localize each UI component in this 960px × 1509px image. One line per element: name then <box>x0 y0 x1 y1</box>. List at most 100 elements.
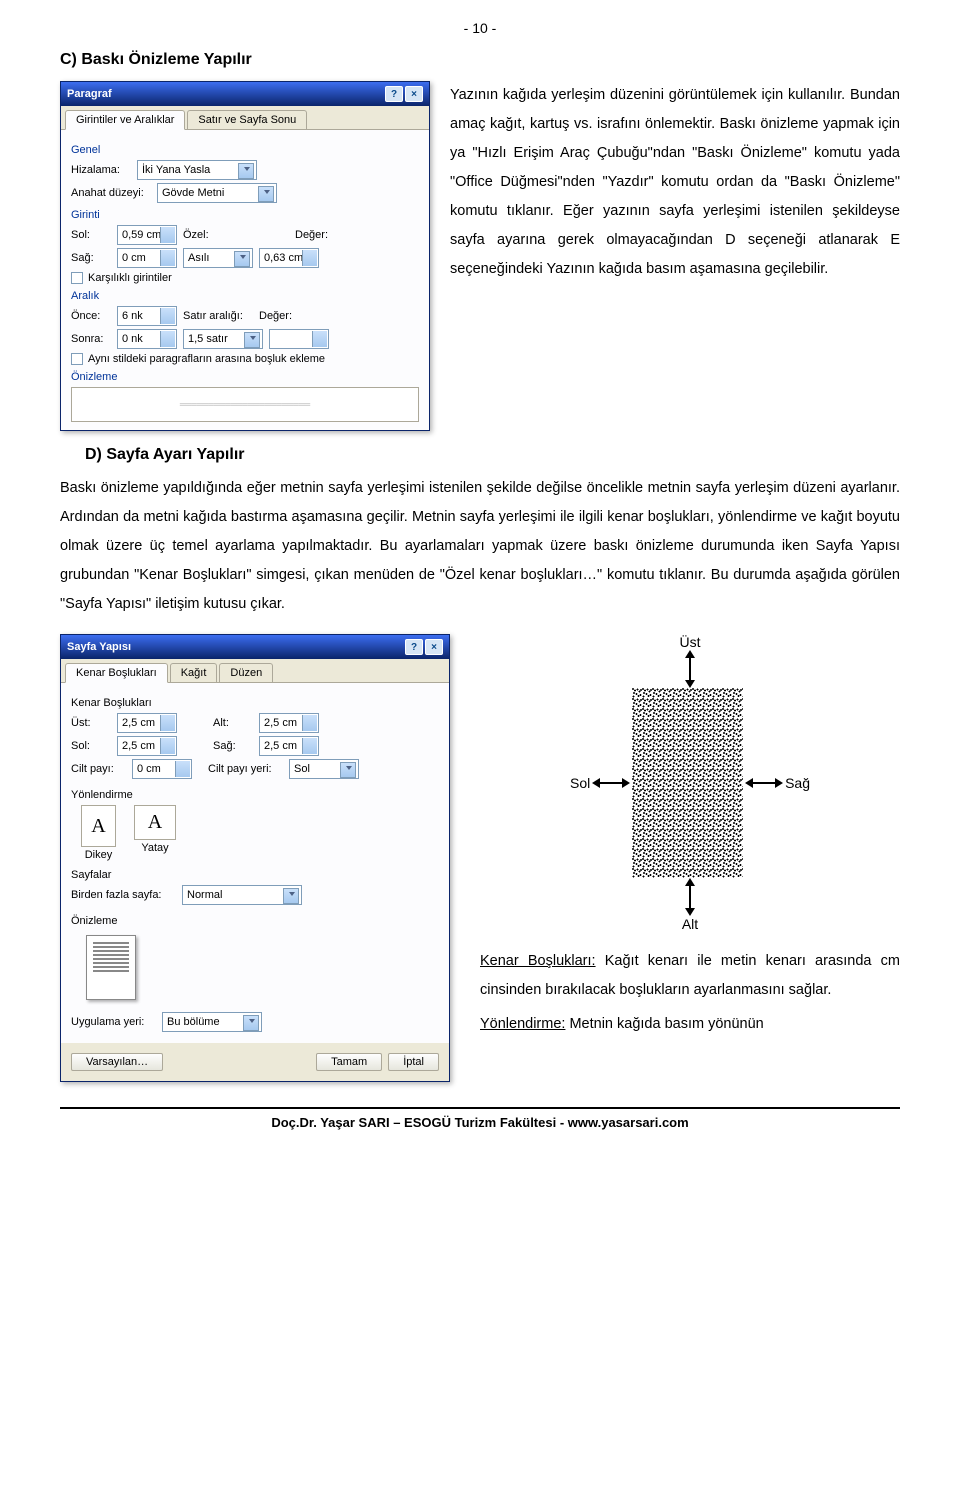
ust-label: Üst: <box>71 717 111 729</box>
desc-yon: Yönlendirme: Metnin kağıda basım yönünün <box>480 1010 900 1039</box>
sag2-spinner[interactable]: 2,5 cm <box>259 736 319 756</box>
satir-aralik-label: Satır aralığı: <box>183 310 253 322</box>
group-genel: Genel <box>71 144 419 156</box>
sol2-value: 2,5 cm <box>122 740 155 752</box>
hizalama-combo[interactable]: İki Yana Yasla <box>137 160 257 180</box>
dikey-label: Dikey <box>85 849 113 861</box>
orient-yatay[interactable]: A Yatay <box>134 805 176 861</box>
text-area-box <box>632 688 743 878</box>
group-aralik: Aralık <box>71 290 419 302</box>
tamam-button[interactable]: Tamam <box>316 1053 382 1071</box>
close-icon[interactable]: × <box>405 86 423 102</box>
help-icon[interactable]: ? <box>405 639 423 655</box>
ust-spinner[interactable]: 2,5 cm <box>117 713 177 733</box>
uygulama-value: Bu bölüme <box>167 1016 220 1028</box>
ayni-stil-label: Aynı stildeki paragrafların arasına boşl… <box>88 353 325 365</box>
sag2-value: 2,5 cm <box>264 740 297 752</box>
sol-spinner[interactable]: 0,59 cm <box>117 225 177 245</box>
birden-combo[interactable]: Normal <box>182 885 302 905</box>
sag-label: Sağ: <box>71 252 111 264</box>
margins-diagram: Üst Sol Sağ Alt <box>550 634 830 932</box>
body-text-d: Baskı önizleme yapıldığında eğer metnin … <box>60 474 900 619</box>
ciltyeri-combo[interactable]: Sol <box>289 759 359 779</box>
ozel-label: Özel: <box>183 229 223 241</box>
preview-box: ═══════════════════════ <box>71 387 419 422</box>
once-value: 6 nk <box>122 310 143 322</box>
cilt-spinner[interactable]: 0 cm <box>132 759 192 779</box>
help-icon[interactable]: ? <box>385 86 403 102</box>
asili-combo[interactable]: Asılı <box>183 248 253 268</box>
yatay-label: Yatay <box>141 842 168 854</box>
sonra-value: 0 nk <box>122 333 143 345</box>
footer: Doç.Dr. Yaşar SARI – ESOGÜ Turizm Fakült… <box>60 1107 900 1130</box>
sayfa-yapisi-dialog: Sayfa Yapısı ? × Kenar Boşlukları Kağıt … <box>60 634 450 1082</box>
dialog-title-2: Sayfa Yapısı <box>67 641 131 653</box>
deger2-label: Değer: <box>259 310 299 322</box>
desc-kenar: Kenar Boşlukları: Kağıt kenarı ile metin… <box>480 947 900 1005</box>
iptal-button[interactable]: İptal <box>388 1053 439 1071</box>
alt-value: 2,5 cm <box>264 717 297 729</box>
yonlendirme-group-label: Yönlendirme <box>71 789 439 801</box>
tab-satir[interactable]: Satır ve Sayfa Sonu <box>187 110 307 129</box>
anahat-combo[interactable]: Gövde Metni <box>157 183 277 203</box>
satir-value: 1,5 satır <box>188 333 228 345</box>
group-girinti: Girinti <box>71 209 419 221</box>
sol-label: Sol: <box>71 229 111 241</box>
onizleme2-label: Önizleme <box>71 915 439 927</box>
page-preview-icon <box>86 935 136 1000</box>
sol2-label: Sol: <box>71 740 111 752</box>
group-onizleme: Önizleme <box>71 371 419 383</box>
body-text-c: Yazının kağıda yerleşim düzenini görüntü… <box>450 81 900 431</box>
dialog-titlebar: Paragraf ? × <box>61 82 429 106</box>
ust-value: 2,5 cm <box>122 717 155 729</box>
alt-label: Alt: <box>213 717 253 729</box>
close-icon[interactable]: × <box>425 639 443 655</box>
alt-spinner[interactable]: 2,5 cm <box>259 713 319 733</box>
ciltyeri-label: Cilt payı yeri: <box>208 763 283 775</box>
desc-yon-label: Yönlendirme: <box>480 1016 565 1032</box>
ust-margin-label: Üst <box>570 634 810 650</box>
tab-girintiler[interactable]: Girintiler ve Aralıklar <box>65 110 185 130</box>
asili-deger-spinner[interactable]: 0,63 cm <box>259 248 319 268</box>
sol-margin-label: Sol <box>570 775 590 791</box>
desc-kenar-label: Kenar Boşlukları: <box>480 953 596 969</box>
sag-value: 0 cm <box>122 252 146 264</box>
uygulama-label: Uygulama yeri: <box>71 1016 156 1028</box>
tab-kenar[interactable]: Kenar Boşlukları <box>65 663 168 683</box>
section-d-title: D) Sayfa Ayarı Yapılır <box>85 446 900 464</box>
cilt-label: Cilt payı: <box>71 763 126 775</box>
paragraf-dialog: Paragraf ? × Girintiler ve Aralıklar Sat… <box>60 81 430 431</box>
sag-spinner[interactable]: 0 cm <box>117 248 177 268</box>
anahat-label: Anahat düzeyi: <box>71 187 151 199</box>
birden-label: Birden fazla sayfa: <box>71 889 176 901</box>
varsayilan-button[interactable]: Varsayılan… <box>71 1053 163 1071</box>
deger2-spinner[interactable] <box>269 329 329 349</box>
alt-margin-label: Alt <box>570 916 810 932</box>
sonra-label: Sonra: <box>71 333 111 345</box>
sol2-spinner[interactable]: 2,5 cm <box>117 736 177 756</box>
hizalama-value: İki Yana Yasla <box>142 164 210 176</box>
sol-value: 0,59 cm <box>122 229 161 241</box>
uygulama-combo[interactable]: Bu bölüme <box>162 1012 262 1032</box>
once-spinner[interactable]: 6 nk <box>117 306 177 326</box>
tab-kagit[interactable]: Kağıt <box>170 663 218 682</box>
karsilikli-label: Karşılıklı girintiler <box>88 272 172 284</box>
dialog-title: Paragraf <box>67 88 112 100</box>
deger-label: Değer: <box>295 229 335 241</box>
cilt-value: 0 cm <box>137 763 161 775</box>
tab-duzen[interactable]: Düzen <box>219 663 273 682</box>
sag2-label: Sağ: <box>213 740 253 752</box>
sag-margin-label: Sağ <box>785 775 810 791</box>
desc-yon-text: Metnin kağıda basım yönünün <box>565 1016 763 1032</box>
orient-dikey[interactable]: A Dikey <box>81 805 116 861</box>
anahat-value: Gövde Metni <box>162 187 224 199</box>
ayni-stil-checkbox[interactable] <box>71 353 83 365</box>
sonra-spinner[interactable]: 0 nk <box>117 329 177 349</box>
dialog-titlebar-2: Sayfa Yapısı ? × <box>61 635 449 659</box>
asili-value: Asılı <box>188 252 209 264</box>
karsilikli-checkbox[interactable] <box>71 272 83 284</box>
sayfalar-group-label: Sayfalar <box>71 869 439 881</box>
section-c-title: C) Baskı Önizleme Yapılır <box>60 51 900 69</box>
kenar-group-label: Kenar Boşlukları <box>71 697 439 709</box>
satir-combo[interactable]: 1,5 satır <box>183 329 263 349</box>
